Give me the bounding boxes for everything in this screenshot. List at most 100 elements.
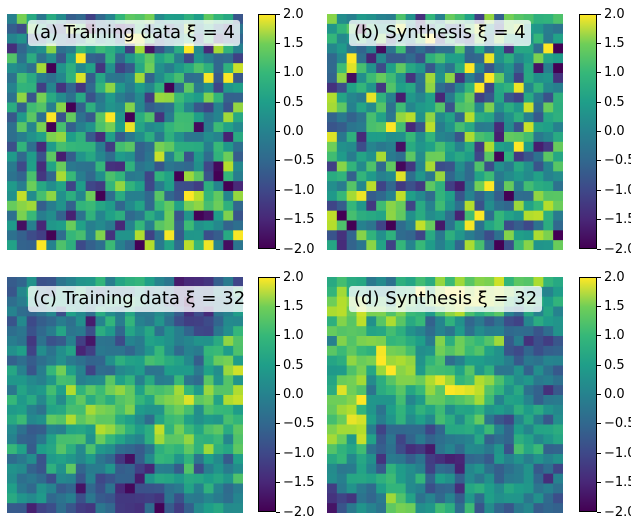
heatmap-cell: [386, 220, 397, 231]
heatmap-cell: [513, 355, 525, 366]
heatmap-cell: [356, 132, 367, 143]
heatmap-cell: [184, 385, 195, 396]
heatmap-cell: [366, 473, 377, 484]
heatmap-cell: [553, 14, 563, 25]
panel-title-d: (d) Synthesis ξ = 32: [349, 286, 543, 312]
heatmap-cell: [56, 493, 67, 504]
heatmap-cell: [125, 365, 136, 376]
heatmap-cell: [435, 424, 446, 435]
heatmap-cell: [474, 326, 485, 337]
heatmap-cell: [336, 414, 348, 425]
heatmap-cell: [134, 316, 146, 327]
heatmap-cell: [223, 365, 234, 376]
heatmap-cell: [95, 444, 106, 455]
heatmap-cell: [336, 151, 348, 162]
heatmap-cell: [336, 404, 348, 416]
heatmap-cell: [494, 171, 505, 182]
heatmap-cell: [533, 355, 544, 366]
heatmap-cell: [533, 375, 544, 386]
heatmap-cell: [36, 424, 47, 435]
heatmap-cell: [144, 375, 155, 386]
heatmap-cell: [504, 73, 515, 84]
heatmap-cell: [553, 230, 563, 241]
heatmap-cell: [95, 200, 106, 212]
heatmap-cell: [154, 73, 165, 84]
heatmap-cell: [36, 483, 47, 494]
heatmap-cell: [553, 454, 563, 465]
heatmap-cell: [66, 434, 77, 445]
heatmap-cell: [144, 277, 155, 288]
heatmap-cell: [445, 122, 456, 133]
heatmap-cell: [484, 503, 495, 513]
heatmap-cell: [66, 463, 77, 475]
heatmap-cell: [464, 503, 475, 513]
heatmap-cell: [193, 102, 205, 113]
heatmap-cell: [36, 277, 47, 288]
heatmap-cell: [504, 395, 515, 406]
heatmap-cell: [523, 191, 534, 202]
heatmap-cell: [164, 151, 175, 162]
heatmap-cell: [533, 171, 544, 182]
heatmap-cell: [7, 220, 18, 231]
heatmap-cell: [376, 395, 387, 406]
heatmap-cell: [223, 483, 234, 494]
panel-title-a: (a) Training data ξ = 4: [28, 20, 240, 46]
heatmap-cell: [134, 191, 146, 202]
heatmap-cell: [523, 102, 534, 113]
heatmap-cell: [327, 23, 338, 35]
heatmap-cell: [366, 141, 377, 153]
heatmap-cell: [46, 424, 57, 435]
heatmap-cell: [16, 151, 28, 162]
heatmap-cell: [85, 14, 96, 25]
heatmap-cell: [174, 43, 185, 54]
heatmap-cell: [193, 355, 205, 366]
heatmap-cell: [464, 483, 475, 494]
colorbar-tick-label: 0.0: [283, 387, 304, 402]
heatmap-cell: [184, 434, 195, 445]
heatmap-cell: [513, 141, 525, 153]
colorbar-tick-label: 2.0: [283, 6, 304, 22]
heatmap-cell: [513, 161, 525, 172]
heatmap-cell: [376, 200, 387, 212]
heatmap-cell: [484, 141, 495, 153]
heatmap-cell: [376, 336, 387, 347]
heatmap-cell: [474, 277, 485, 288]
heatmap-cell: [346, 483, 357, 494]
heatmap-cell: [327, 286, 338, 298]
heatmap-cell: [66, 326, 77, 337]
heatmap-cell: [36, 171, 47, 182]
heatmap-cell: [543, 181, 554, 192]
heatmap-cell: [445, 14, 456, 25]
heatmap-cell: [125, 316, 136, 327]
heatmap-cell: [386, 326, 397, 337]
heatmap-cell: [203, 454, 214, 465]
heatmap-cell: [553, 326, 563, 337]
heatmap-cell: [26, 463, 37, 475]
heatmap-cell: [494, 444, 505, 455]
heatmap-cell: [484, 444, 495, 455]
heatmap-cell: [415, 414, 426, 425]
heatmap-cell: [223, 414, 234, 425]
heatmap-cell: [435, 161, 446, 172]
heatmap-cell: [223, 277, 234, 288]
heatmap-cell: [174, 220, 185, 231]
heatmap-cell: [474, 240, 485, 250]
heatmap-cell: [484, 434, 495, 445]
heatmap-cell: [85, 210, 96, 221]
heatmap-cell: [144, 53, 155, 64]
heatmap-cell: [16, 345, 28, 357]
heatmap-cell: [336, 463, 348, 475]
heatmap-cell: [386, 63, 397, 74]
heatmap-cell: [203, 326, 214, 337]
heatmap-cell: [26, 277, 37, 288]
heatmap-cell: [366, 102, 377, 113]
heatmap-cell: [474, 454, 485, 465]
heatmap-cell: [504, 102, 515, 113]
heatmap-cell: [223, 102, 234, 113]
heatmap-cell: [454, 82, 466, 94]
heatmap-cell: [366, 171, 377, 182]
heatmap-cell: [395, 181, 407, 192]
heatmap-cell: [336, 102, 348, 113]
heatmap-cell: [213, 14, 224, 25]
heatmap-cell: [125, 414, 136, 425]
